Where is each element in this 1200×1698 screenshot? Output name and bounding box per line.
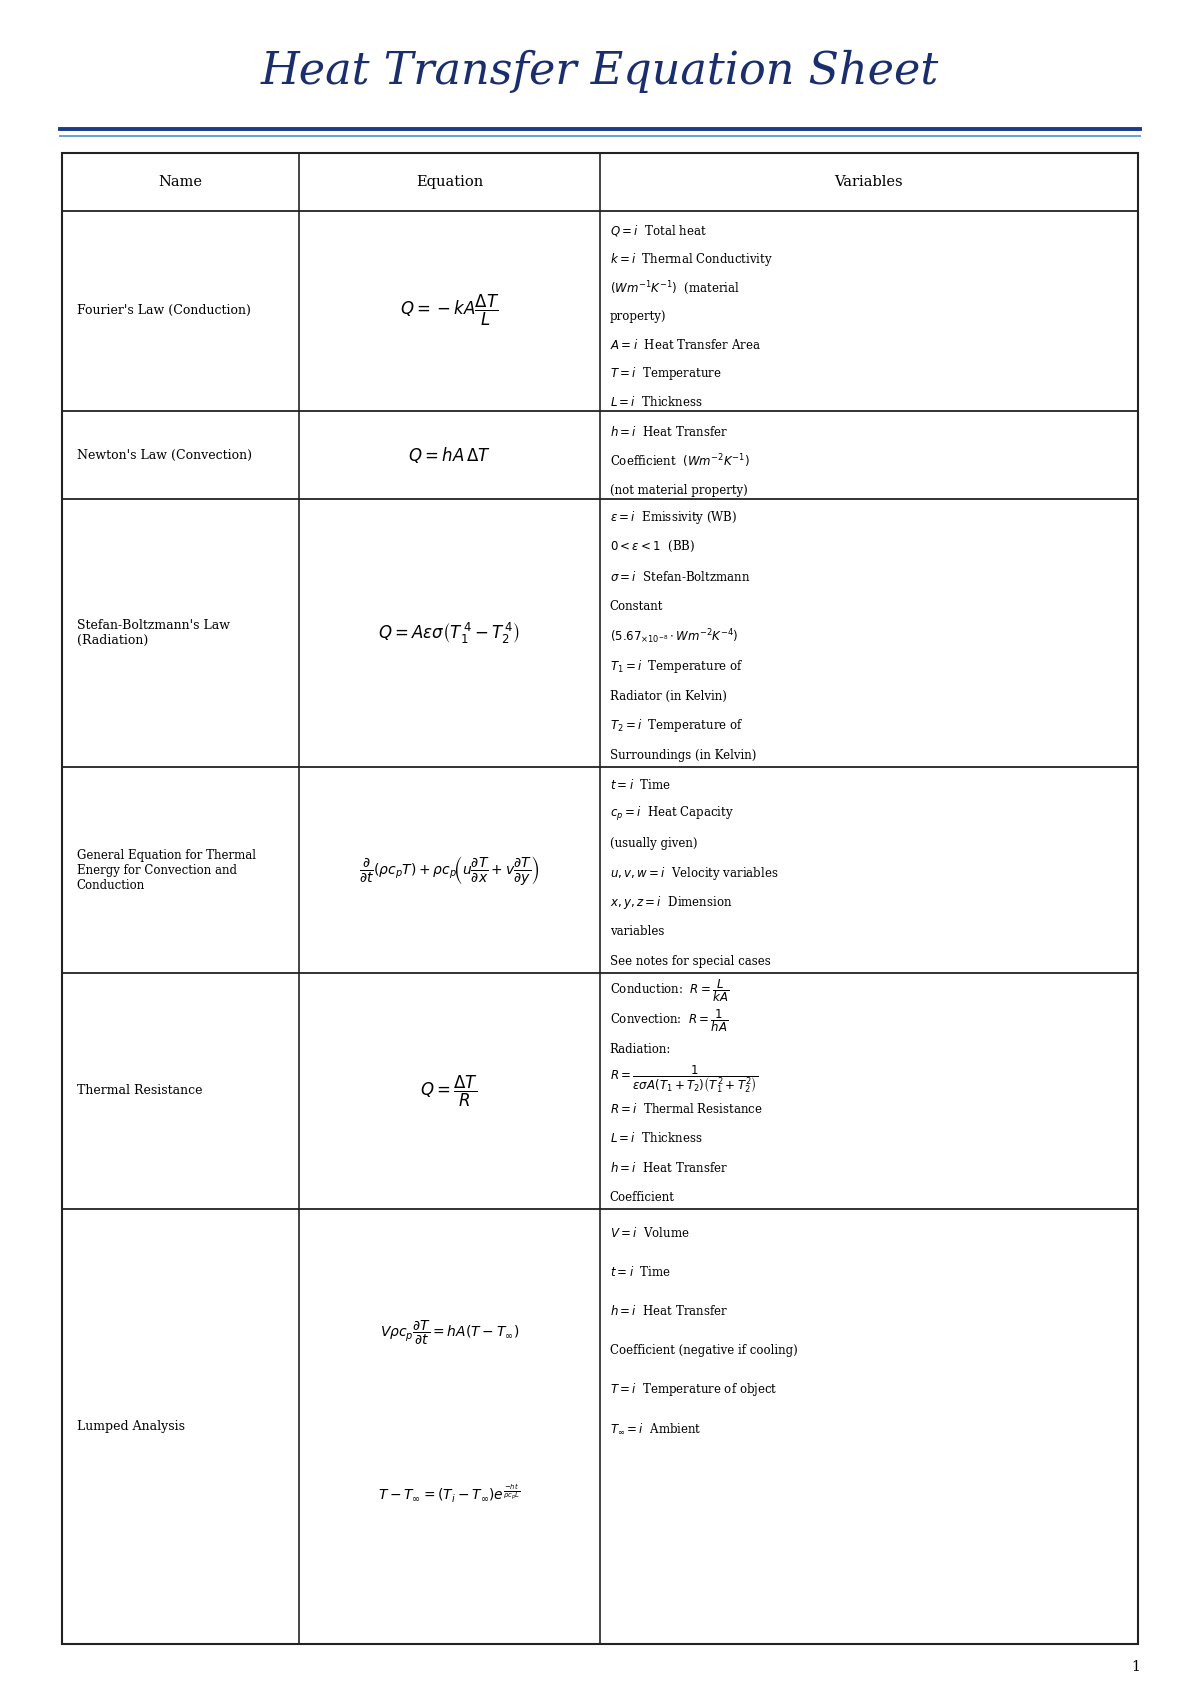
Text: Lumped Analysis: Lumped Analysis xyxy=(77,1420,185,1433)
Text: Radiation:: Radiation: xyxy=(610,1043,671,1056)
Text: $t=\mathit{i}$  Time: $t=\mathit{i}$ Time xyxy=(610,778,671,791)
Text: Convection:  $R=\dfrac{1}{hA}$: Convection: $R=\dfrac{1}{hA}$ xyxy=(610,1007,728,1034)
Text: (usually given): (usually given) xyxy=(610,837,697,851)
Text: Heat Transfer Equation Sheet: Heat Transfer Equation Sheet xyxy=(260,49,940,93)
Text: $\dfrac{\partial}{\partial t}(\rho c_p T)+\rho c_p\!\left(u\dfrac{\partial T}{\p: $\dfrac{\partial}{\partial t}(\rho c_p T… xyxy=(359,854,540,886)
Text: Constant: Constant xyxy=(610,599,662,613)
Text: $h=\mathit{i}$  Heat Transfer: $h=\mathit{i}$ Heat Transfer xyxy=(610,1304,727,1318)
Text: $\sigma=\mathit{i}$  Stefan-Boltzmann: $\sigma=\mathit{i}$ Stefan-Boltzmann xyxy=(610,571,750,584)
Text: Newton's Law (Convection): Newton's Law (Convection) xyxy=(77,448,252,462)
Text: $\varepsilon=\mathit{i}$  Emissivity (WB): $\varepsilon=\mathit{i}$ Emissivity (WB) xyxy=(610,509,737,526)
Text: $t=\mathit{i}$  Time: $t=\mathit{i}$ Time xyxy=(610,1265,671,1279)
Text: variables: variables xyxy=(610,925,664,939)
Text: $V\rho c_p\dfrac{\partial T}{\partial t}=hA\left(T-T_\infty\right)$: $V\rho c_p\dfrac{\partial T}{\partial t}… xyxy=(380,1319,520,1347)
Text: $T_2=\mathit{i}$  Temperature of: $T_2=\mathit{i}$ Temperature of xyxy=(610,717,743,734)
Text: General Equation for Thermal
Energy for Convection and
Conduction: General Equation for Thermal Energy for … xyxy=(77,849,256,891)
Text: $Q=\dfrac{\Delta T}{R}$: $Q=\dfrac{\Delta T}{R}$ xyxy=(420,1073,479,1109)
Text: $Q=hA\,\Delta T$: $Q=hA\,\Delta T$ xyxy=(408,445,491,465)
Text: Stefan-Boltzmann's Law
(Radiation): Stefan-Boltzmann's Law (Radiation) xyxy=(77,620,230,647)
Text: $u,v,w=\mathit{i}$  Velocity variables: $u,v,w=\mathit{i}$ Velocity variables xyxy=(610,864,778,881)
Text: $(5.67_{\times10^{-8}}\cdot Wm^{-2}K^{-4})$: $(5.67_{\times10^{-8}}\cdot Wm^{-2}K^{-4… xyxy=(610,627,738,645)
Text: $c_p=\mathit{i}$  Heat Capacity: $c_p=\mathit{i}$ Heat Capacity xyxy=(610,805,733,824)
Text: $k=\mathit{i}$  Thermal Conductivity: $k=\mathit{i}$ Thermal Conductivity xyxy=(610,251,773,268)
Text: Radiator (in Kelvin): Radiator (in Kelvin) xyxy=(610,689,726,703)
Text: (not material property): (not material property) xyxy=(610,484,748,498)
Text: Surroundings (in Kelvin): Surroundings (in Kelvin) xyxy=(610,749,756,762)
Text: Coefficient (negative if cooling): Coefficient (negative if cooling) xyxy=(610,1345,797,1357)
Text: Fourier's Law (Conduction): Fourier's Law (Conduction) xyxy=(77,304,251,318)
Text: See notes for special cases: See notes for special cases xyxy=(610,954,770,968)
Text: $T-T_\infty=\left(T_i-T_\infty\right)e^{\frac{-ht}{\rho c_p L}}$: $T-T_\infty=\left(T_i-T_\infty\right)e^{… xyxy=(378,1484,521,1504)
Text: $T_1=\mathit{i}$  Temperature of: $T_1=\mathit{i}$ Temperature of xyxy=(610,657,743,674)
Text: $x,y,z=\mathit{i}$  Dimension: $x,y,z=\mathit{i}$ Dimension xyxy=(610,895,732,912)
Text: $(Wm^{-1}K^{-1})$  (material: $(Wm^{-1}K^{-1})$ (material xyxy=(610,278,739,297)
Text: $T=\mathit{i}$  Temperature: $T=\mathit{i}$ Temperature xyxy=(610,365,721,382)
Text: $L=\mathit{i}$  Thickness: $L=\mathit{i}$ Thickness xyxy=(610,396,702,409)
Text: $h=\mathit{i}$  Heat Transfer: $h=\mathit{i}$ Heat Transfer xyxy=(610,1161,727,1175)
Text: $A=\mathit{i}$  Heat Transfer Area: $A=\mathit{i}$ Heat Transfer Area xyxy=(610,338,761,351)
Text: $R=\dfrac{1}{\varepsilon\sigma A\left(T_1+T_2\right)\left(T_1^2+T_2^2\right)}$: $R=\dfrac{1}{\varepsilon\sigma A\left(T_… xyxy=(610,1063,757,1095)
Text: $R=\mathit{i}$  Thermal Resistance: $R=\mathit{i}$ Thermal Resistance xyxy=(610,1102,762,1116)
Bar xyxy=(62,153,1138,1644)
Text: Conduction:  $R=\dfrac{L}{kA}$: Conduction: $R=\dfrac{L}{kA}$ xyxy=(610,978,728,1004)
Text: $h=\mathit{i}$  Heat Transfer: $h=\mathit{i}$ Heat Transfer xyxy=(610,424,727,438)
Text: $Q=-kA\dfrac{\Delta T}{L}$: $Q=-kA\dfrac{\Delta T}{L}$ xyxy=(400,294,499,328)
Text: Coefficient: Coefficient xyxy=(610,1190,674,1204)
Text: Equation: Equation xyxy=(416,175,484,188)
Text: $Q=A\varepsilon\sigma\left(T_1^{\,4}-T_2^{\,4}\right)$: $Q=A\varepsilon\sigma\left(T_1^{\,4}-T_2… xyxy=(378,621,521,645)
Text: $0<\varepsilon<1$  (BB): $0<\varepsilon<1$ (BB) xyxy=(610,540,695,555)
Text: $V=\mathit{i}$  Volume: $V=\mathit{i}$ Volume xyxy=(610,1226,689,1240)
Text: Name: Name xyxy=(158,175,203,188)
Text: $T_\infty=\mathit{i}$  Ambient: $T_\infty=\mathit{i}$ Ambient xyxy=(610,1423,701,1437)
Text: property): property) xyxy=(610,311,666,323)
Text: 1: 1 xyxy=(1132,1661,1140,1674)
Text: $Q=\mathit{i}$  Total heat: $Q=\mathit{i}$ Total heat xyxy=(610,222,707,238)
Text: $T=\mathit{i}$  Temperature of object: $T=\mathit{i}$ Temperature of object xyxy=(610,1382,778,1399)
Text: Coefficient  $(Wm^{-2}K^{-1})$: Coefficient $(Wm^{-2}K^{-1})$ xyxy=(610,452,750,470)
Text: $L=\mathit{i}$  Thickness: $L=\mathit{i}$ Thickness xyxy=(610,1131,702,1144)
Text: Variables: Variables xyxy=(834,175,904,188)
Text: Thermal Resistance: Thermal Resistance xyxy=(77,1085,203,1097)
